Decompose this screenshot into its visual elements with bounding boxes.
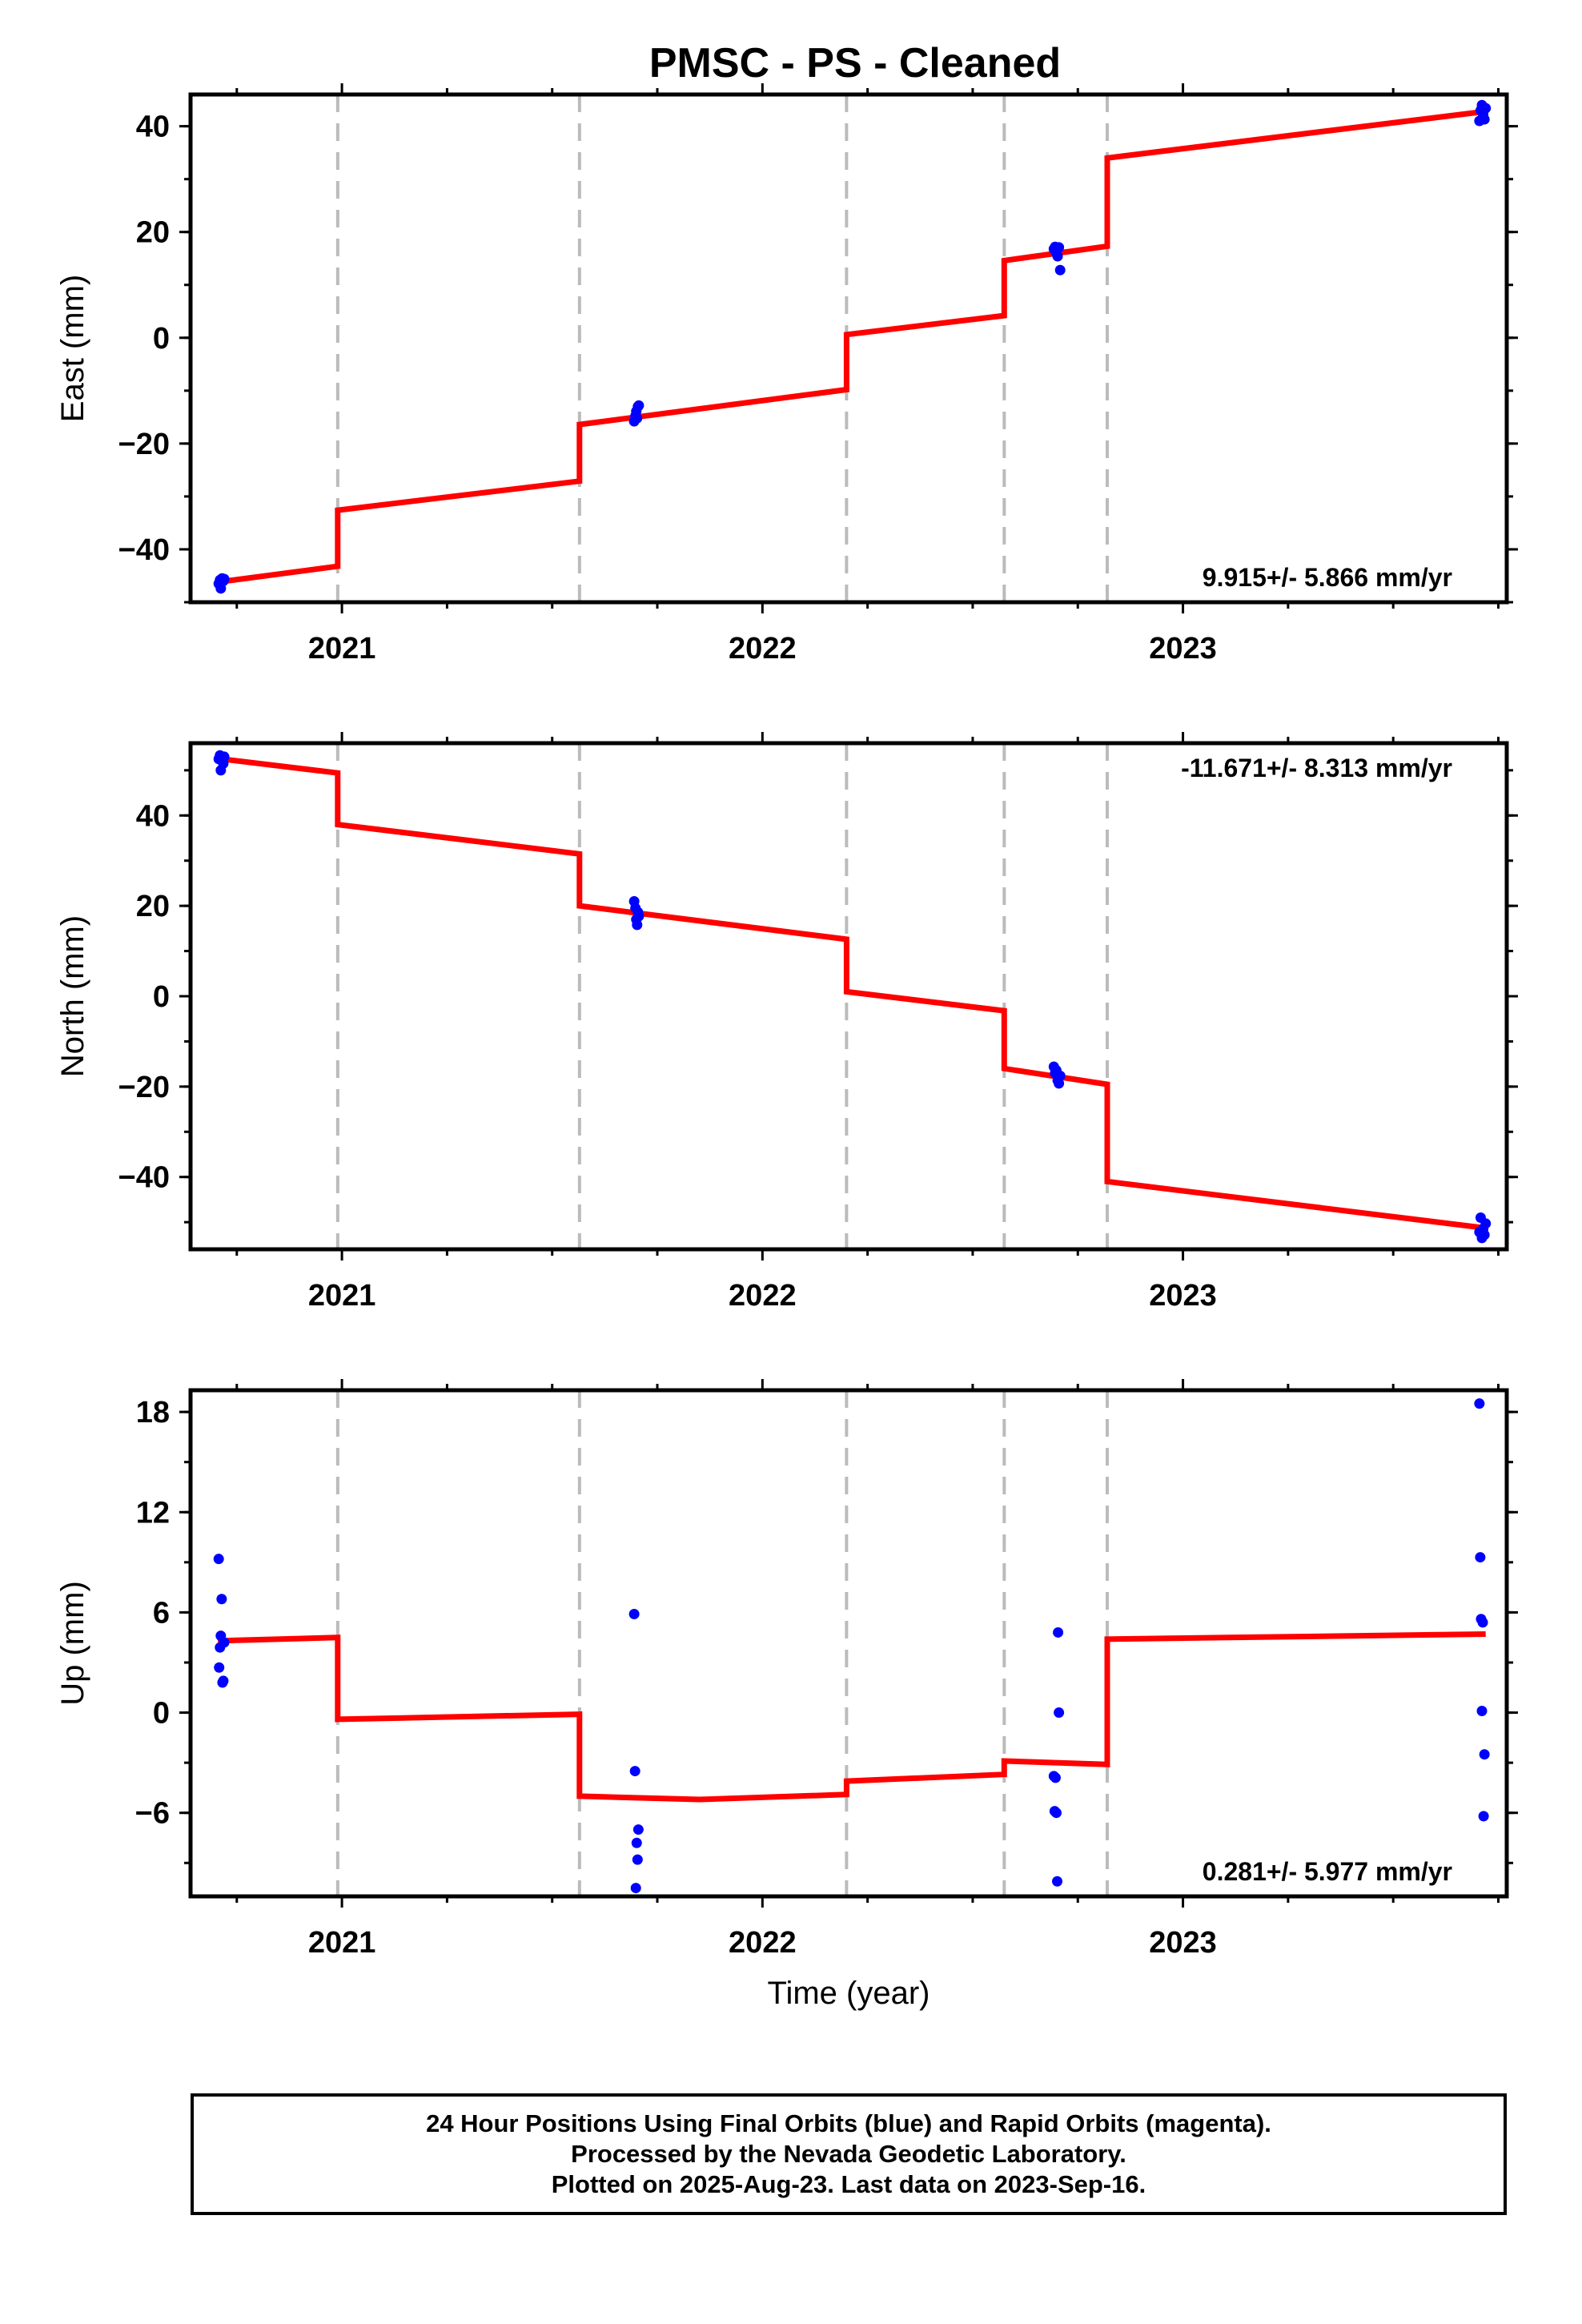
panel-north: 2021 2022 2023 −40 −20 0 20 40 -11.671+/- 8.313 … <box>55 732 1518 1313</box>
up-data-point <box>1475 1552 1486 1563</box>
up-rate-annotation: 0.281+/- 5.977 mm/yr <box>1203 1857 1452 1886</box>
footer-info-box: 24 Hour Positions Using Final Orbits (bl… <box>191 2093 1507 2215</box>
up-data-point <box>1053 1626 1064 1638</box>
east-data-point <box>1479 114 1490 125</box>
up-data-point <box>632 1854 643 1865</box>
east-data-point <box>633 400 644 411</box>
north-xtick-label: 2021 <box>308 1279 376 1313</box>
north-data-point <box>219 751 230 762</box>
east-data-point <box>1480 103 1492 114</box>
panel-east: 2021 2022 2023 −40 −20 0 20 40 9.915+/- 5.866 mm… <box>55 83 1518 665</box>
up-ytick-label: −6 <box>135 1797 170 1831</box>
up-data-point <box>628 1608 640 1619</box>
east-ytick-label: 20 <box>136 216 170 250</box>
east-xtick-label: 2023 <box>1149 632 1217 665</box>
north-data-point <box>1054 1078 1065 1089</box>
up-data-point <box>214 1662 225 1673</box>
up-xtick-label: 2022 <box>729 1926 797 1960</box>
panel-up: 2021 2022 2023 −6 0 6 12 18 0.281+/- 5.977 mm/yr… <box>55 1379 1518 2011</box>
up-data-point <box>218 1675 229 1687</box>
up-data-point <box>630 1883 641 1894</box>
north-data-point <box>1479 1229 1490 1240</box>
up-data-point <box>1476 1705 1488 1716</box>
east-data-point <box>632 412 643 424</box>
north-data-point <box>1054 1070 1066 1081</box>
east-ylabel: East (mm) <box>55 275 90 422</box>
up-model-line <box>218 1631 1486 1803</box>
east-data-point <box>1054 242 1065 253</box>
up-data-point <box>216 1594 227 1605</box>
up-data-point <box>1050 1772 1061 1783</box>
north-xtick-label: 2022 <box>729 1279 797 1313</box>
north-data-point <box>1480 1218 1492 1229</box>
east-data-point <box>1054 264 1066 275</box>
north-data-point <box>633 911 644 922</box>
up-data-point <box>213 1554 224 1565</box>
east-ytick-label: −40 <box>118 533 170 567</box>
north-xtick-label: 2023 <box>1149 1279 1217 1313</box>
up-data-point <box>1052 1876 1063 1887</box>
up-xtick-label: 2021 <box>308 1926 376 1960</box>
east-data-point <box>219 573 230 585</box>
up-data-point <box>632 1824 644 1835</box>
up-data-point <box>629 1766 640 1777</box>
up-data-point <box>1479 1749 1490 1760</box>
east-ytick-label: 40 <box>136 111 170 144</box>
up-ytick-label: 18 <box>136 1396 170 1429</box>
up-data-point <box>1050 1807 1062 1819</box>
up-ytick-label: 6 <box>153 1596 170 1630</box>
north-ytick-label: 40 <box>136 799 170 833</box>
up-data-point <box>631 1837 642 1848</box>
east-ytick-label: 0 <box>153 322 170 356</box>
up-xlabel: Time (year) <box>768 1976 930 2011</box>
up-ytick-label: 0 <box>153 1697 170 1731</box>
east-xtick-label: 2022 <box>729 632 797 665</box>
up-data-point <box>1054 1707 1065 1719</box>
east-rate-annotation: 9.915+/- 5.866 mm/yr <box>1203 563 1452 592</box>
north-plot-frame <box>188 741 1509 1252</box>
east-data-point <box>1052 251 1063 262</box>
up-ytick-label: 12 <box>136 1496 170 1530</box>
up-plot-frame <box>188 1388 1509 1899</box>
east-xtick-label: 2021 <box>308 632 376 665</box>
east-model-line <box>217 108 1487 585</box>
east-plot-frame <box>188 92 1509 605</box>
north-model-line <box>217 755 1487 1231</box>
footer-line-plotted: Plotted on 2025-Aug-23. Last data on 202… <box>551 2170 1146 2198</box>
up-data-point <box>1478 1811 1489 1822</box>
footer-line-processed: Processed by the Nevada Geodetic Laborat… <box>571 2140 1126 2168</box>
north-data-point <box>632 919 643 931</box>
up-xtick-label: 2023 <box>1149 1926 1217 1960</box>
up-data-point <box>219 1637 230 1648</box>
footer-line-orbits: 24 Hour Positions Using Final Orbits (bl… <box>426 2109 1271 2137</box>
east-ytick-label: −20 <box>118 428 170 461</box>
north-rate-annotation: -11.671+/- 8.313 mm/yr <box>1181 754 1452 782</box>
north-ytick-label: −20 <box>118 1071 170 1104</box>
north-ytick-label: 20 <box>136 890 170 923</box>
up-data-point <box>1477 1617 1488 1628</box>
up-data-point <box>1474 1398 1485 1409</box>
north-ytick-label: 0 <box>153 980 170 1014</box>
north-ytick-label: −40 <box>118 1161 170 1195</box>
up-ylabel: Up (mm) <box>55 1581 90 1706</box>
north-ylabel: North (mm) <box>55 915 90 1077</box>
chart-title: PMSC - PS - Cleaned <box>649 40 1061 86</box>
